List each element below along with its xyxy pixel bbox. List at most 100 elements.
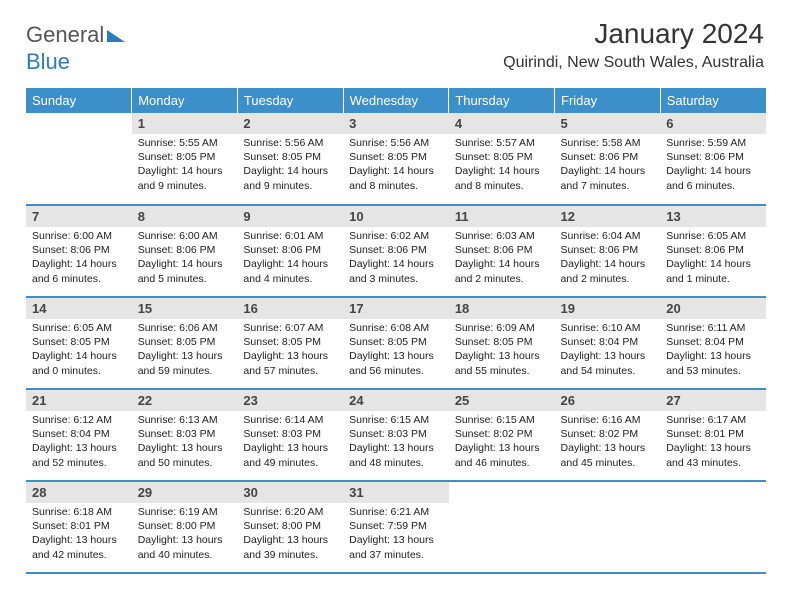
calendar-day: 18Sunrise: 6:09 AMSunset: 8:05 PMDayligh…	[449, 297, 555, 389]
calendar-day: 17Sunrise: 6:08 AMSunset: 8:05 PMDayligh…	[343, 297, 449, 389]
weekday-header: Tuesday	[237, 88, 343, 113]
day-number: 25	[449, 390, 555, 411]
weekday-header: Wednesday	[343, 88, 449, 113]
location: Quirindi, New South Wales, Australia	[503, 54, 764, 72]
day-number: 14	[26, 298, 132, 319]
calendar-day: 15Sunrise: 6:06 AMSunset: 8:05 PMDayligh…	[132, 297, 238, 389]
logo-triangle-icon	[107, 28, 125, 47]
day-number: 5	[555, 113, 661, 134]
logo: General Blue	[26, 22, 125, 75]
day-body: Sunrise: 5:58 AMSunset: 8:06 PMDaylight:…	[555, 134, 661, 197]
day-body: Sunrise: 6:20 AMSunset: 8:00 PMDaylight:…	[237, 503, 343, 566]
day-number: 28	[26, 482, 132, 503]
day-number: 26	[555, 390, 661, 411]
day-number: 9	[237, 206, 343, 227]
calendar-day: 20Sunrise: 6:11 AMSunset: 8:04 PMDayligh…	[660, 297, 766, 389]
day-body: Sunrise: 6:12 AMSunset: 8:04 PMDaylight:…	[26, 411, 132, 474]
weekday-header: Friday	[555, 88, 661, 113]
day-number: 24	[343, 390, 449, 411]
logo-text-1: General	[26, 22, 104, 47]
calendar-day: 5Sunrise: 5:58 AMSunset: 8:06 PMDaylight…	[555, 113, 661, 205]
calendar-day: 7Sunrise: 6:00 AMSunset: 8:06 PMDaylight…	[26, 205, 132, 297]
day-body: Sunrise: 6:00 AMSunset: 8:06 PMDaylight:…	[132, 227, 238, 290]
calendar-day: 2Sunrise: 5:56 AMSunset: 8:05 PMDaylight…	[237, 113, 343, 205]
calendar-day: 27Sunrise: 6:17 AMSunset: 8:01 PMDayligh…	[660, 389, 766, 481]
day-body: Sunrise: 6:01 AMSunset: 8:06 PMDaylight:…	[237, 227, 343, 290]
day-body: Sunrise: 6:03 AMSunset: 8:06 PMDaylight:…	[449, 227, 555, 290]
day-number: 29	[132, 482, 238, 503]
calendar-day: 3Sunrise: 5:56 AMSunset: 8:05 PMDaylight…	[343, 113, 449, 205]
logo-text-2: Blue	[26, 49, 70, 74]
calendar-day: 10Sunrise: 6:02 AMSunset: 8:06 PMDayligh…	[343, 205, 449, 297]
day-number: 30	[237, 482, 343, 503]
calendar-empty	[26, 113, 132, 205]
day-number: 15	[132, 298, 238, 319]
calendar-day: 22Sunrise: 6:13 AMSunset: 8:03 PMDayligh…	[132, 389, 238, 481]
calendar-day: 24Sunrise: 6:15 AMSunset: 8:03 PMDayligh…	[343, 389, 449, 481]
day-body: Sunrise: 5:57 AMSunset: 8:05 PMDaylight:…	[449, 134, 555, 197]
day-body: Sunrise: 6:09 AMSunset: 8:05 PMDaylight:…	[449, 319, 555, 382]
day-number: 2	[237, 113, 343, 134]
calendar-day: 13Sunrise: 6:05 AMSunset: 8:06 PMDayligh…	[660, 205, 766, 297]
day-number: 23	[237, 390, 343, 411]
day-body: Sunrise: 6:07 AMSunset: 8:05 PMDaylight:…	[237, 319, 343, 382]
day-number: 7	[26, 206, 132, 227]
day-body: Sunrise: 6:16 AMSunset: 8:02 PMDaylight:…	[555, 411, 661, 474]
calendar-day: 1Sunrise: 5:55 AMSunset: 8:05 PMDaylight…	[132, 113, 238, 205]
day-number: 11	[449, 206, 555, 227]
day-body: Sunrise: 5:56 AMSunset: 8:05 PMDaylight:…	[343, 134, 449, 197]
calendar-day: 6Sunrise: 5:59 AMSunset: 8:06 PMDaylight…	[660, 113, 766, 205]
day-number: 10	[343, 206, 449, 227]
calendar-row: 21Sunrise: 6:12 AMSunset: 8:04 PMDayligh…	[26, 389, 766, 481]
day-number: 8	[132, 206, 238, 227]
day-body: Sunrise: 6:05 AMSunset: 8:06 PMDaylight:…	[660, 227, 766, 290]
day-body: Sunrise: 5:56 AMSunset: 8:05 PMDaylight:…	[237, 134, 343, 197]
day-body: Sunrise: 6:05 AMSunset: 8:05 PMDaylight:…	[26, 319, 132, 382]
weekday-header: Sunday	[26, 88, 132, 113]
day-body: Sunrise: 6:18 AMSunset: 8:01 PMDaylight:…	[26, 503, 132, 566]
header: January 2024 Quirindi, New South Wales, …	[503, 18, 764, 72]
day-number: 13	[660, 206, 766, 227]
day-number: 19	[555, 298, 661, 319]
calendar-day: 23Sunrise: 6:14 AMSunset: 8:03 PMDayligh…	[237, 389, 343, 481]
day-body: Sunrise: 6:15 AMSunset: 8:02 PMDaylight:…	[449, 411, 555, 474]
day-body: Sunrise: 6:10 AMSunset: 8:04 PMDaylight:…	[555, 319, 661, 382]
calendar-day: 29Sunrise: 6:19 AMSunset: 8:00 PMDayligh…	[132, 481, 238, 573]
day-body: Sunrise: 6:04 AMSunset: 8:06 PMDaylight:…	[555, 227, 661, 290]
weekday-header: Monday	[132, 88, 238, 113]
day-body: Sunrise: 6:19 AMSunset: 8:00 PMDaylight:…	[132, 503, 238, 566]
calendar-day: 12Sunrise: 6:04 AMSunset: 8:06 PMDayligh…	[555, 205, 661, 297]
day-body: Sunrise: 6:02 AMSunset: 8:06 PMDaylight:…	[343, 227, 449, 290]
calendar-table: SundayMondayTuesdayWednesdayThursdayFrid…	[26, 88, 766, 574]
weekday-header: Saturday	[660, 88, 766, 113]
day-number: 20	[660, 298, 766, 319]
weekday-header-row: SundayMondayTuesdayWednesdayThursdayFrid…	[26, 88, 766, 113]
month-title: January 2024	[503, 18, 764, 50]
calendar-day: 8Sunrise: 6:00 AMSunset: 8:06 PMDaylight…	[132, 205, 238, 297]
day-number: 27	[660, 390, 766, 411]
calendar-row: 7Sunrise: 6:00 AMSunset: 8:06 PMDaylight…	[26, 205, 766, 297]
calendar-day: 14Sunrise: 6:05 AMSunset: 8:05 PMDayligh…	[26, 297, 132, 389]
calendar-row: 1Sunrise: 5:55 AMSunset: 8:05 PMDaylight…	[26, 113, 766, 205]
weekday-header: Thursday	[449, 88, 555, 113]
day-body: Sunrise: 6:21 AMSunset: 7:59 PMDaylight:…	[343, 503, 449, 566]
day-body: Sunrise: 6:08 AMSunset: 8:05 PMDaylight:…	[343, 319, 449, 382]
calendar-day: 4Sunrise: 5:57 AMSunset: 8:05 PMDaylight…	[449, 113, 555, 205]
calendar-day: 21Sunrise: 6:12 AMSunset: 8:04 PMDayligh…	[26, 389, 132, 481]
day-number: 4	[449, 113, 555, 134]
day-body: Sunrise: 6:14 AMSunset: 8:03 PMDaylight:…	[237, 411, 343, 474]
day-number: 16	[237, 298, 343, 319]
calendar-empty	[555, 481, 661, 573]
calendar-day: 11Sunrise: 6:03 AMSunset: 8:06 PMDayligh…	[449, 205, 555, 297]
day-body: Sunrise: 5:55 AMSunset: 8:05 PMDaylight:…	[132, 134, 238, 197]
day-number: 22	[132, 390, 238, 411]
day-body: Sunrise: 5:59 AMSunset: 8:06 PMDaylight:…	[660, 134, 766, 197]
calendar-empty	[660, 481, 766, 573]
day-body: Sunrise: 6:00 AMSunset: 8:06 PMDaylight:…	[26, 227, 132, 290]
calendar-day: 26Sunrise: 6:16 AMSunset: 8:02 PMDayligh…	[555, 389, 661, 481]
calendar-day: 19Sunrise: 6:10 AMSunset: 8:04 PMDayligh…	[555, 297, 661, 389]
day-number: 21	[26, 390, 132, 411]
day-number: 12	[555, 206, 661, 227]
calendar-day: 16Sunrise: 6:07 AMSunset: 8:05 PMDayligh…	[237, 297, 343, 389]
day-number: 6	[660, 113, 766, 134]
